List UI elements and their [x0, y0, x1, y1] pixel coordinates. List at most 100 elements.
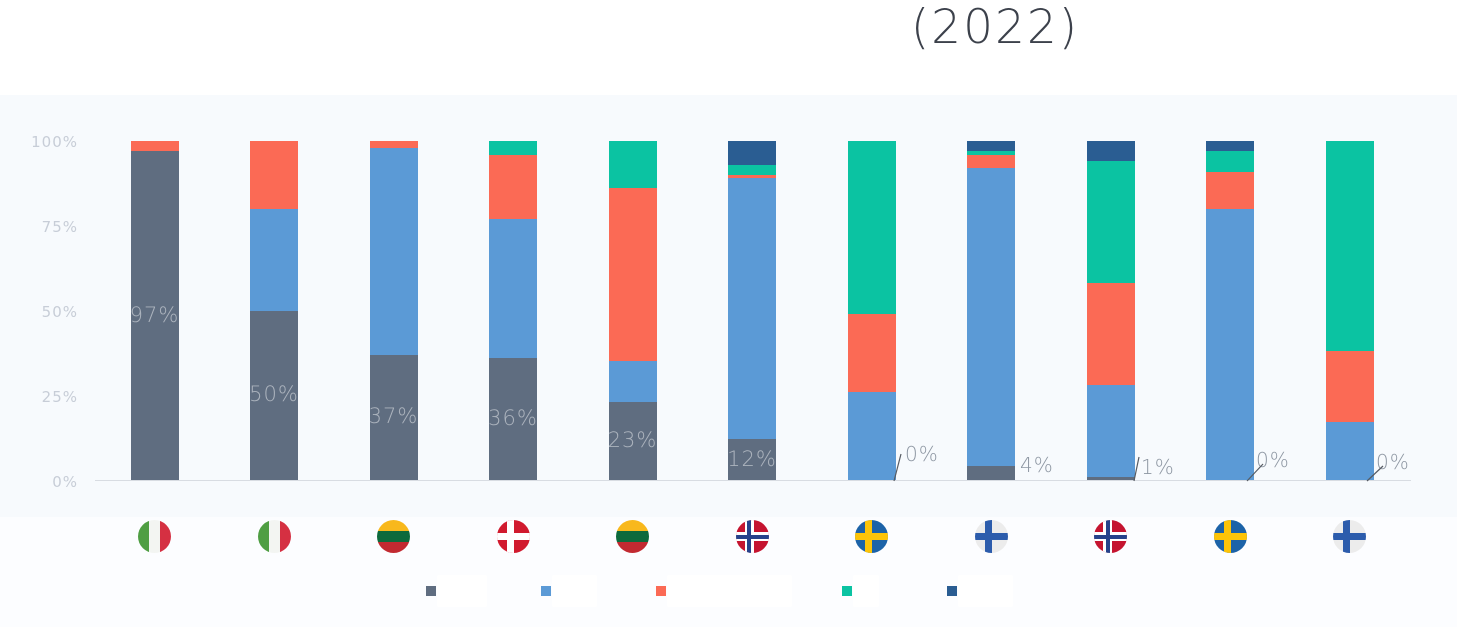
- flag-sweden-icon: [855, 520, 888, 553]
- flag-norway-icon: [1094, 520, 1127, 553]
- legend-swatch-blue: [541, 586, 551, 596]
- flag-finland-icon: [1333, 520, 1366, 553]
- bar-6-norway: 12%: [727, 141, 776, 480]
- segment-green-bar-6[interactable]: [728, 164, 776, 175]
- segment-red-bar-8[interactable]: [967, 154, 1015, 169]
- title-strip: [0, 0, 1457, 95]
- segment-green-bar-8[interactable]: [967, 151, 1015, 155]
- legend-item-navy[interactable]: [947, 575, 1013, 607]
- segment-red-bar-5[interactable]: [608, 188, 657, 362]
- bar-value-label: 0%: [1256, 448, 1290, 472]
- bar-value-label: 36%: [488, 405, 538, 430]
- legend-label: [437, 575, 487, 607]
- segment-blue-bar-3[interactable]: [369, 147, 418, 355]
- flag-italy-icon: [138, 520, 171, 553]
- legend-item-blue[interactable]: [541, 575, 597, 607]
- bar-10-sweden: [1206, 141, 1254, 480]
- bar-value-label: 4%: [1020, 453, 1054, 477]
- segment-green-bar-5[interactable]: [608, 141, 657, 189]
- segment-green-bar-4[interactable]: [489, 141, 537, 155]
- segment-navy-bar-6[interactable]: [728, 141, 776, 165]
- legend-item-green[interactable]: [842, 575, 879, 607]
- segment-gray-bar-8[interactable]: [967, 466, 1015, 480]
- flag-cross: [1333, 533, 1366, 540]
- segment-green-bar-10[interactable]: [1206, 151, 1254, 172]
- x-axis-line: [95, 480, 1411, 481]
- segment-green-bar-7[interactable]: [847, 141, 896, 314]
- segment-blue-bar-11[interactable]: [1325, 422, 1374, 480]
- segment-blue-bar-6[interactable]: [728, 178, 776, 440]
- y-tick-25: 25%: [41, 388, 78, 406]
- segment-red-bar-9[interactable]: [1086, 283, 1135, 386]
- legend-swatch-green: [842, 586, 852, 596]
- y-tick-75: 75%: [41, 218, 78, 236]
- segment-blue-bar-9[interactable]: [1086, 385, 1135, 477]
- legend-swatch-navy: [947, 586, 957, 596]
- segment-blue-bar-7[interactable]: [847, 391, 896, 480]
- y-tick-0: 0%: [52, 473, 78, 491]
- bar-value-label: 1%: [1141, 455, 1175, 479]
- bar-3-lithuania: 37%: [369, 141, 418, 480]
- segment-gray-bar-5[interactable]: [608, 402, 657, 480]
- bar-value-label: 50%: [249, 382, 299, 407]
- flag-lithuania-icon: [377, 520, 410, 553]
- segment-red-bar-7[interactable]: [847, 313, 896, 392]
- segment-red-bar-10[interactable]: [1206, 171, 1254, 209]
- legend-label: [667, 575, 792, 607]
- segment-navy-bar-9[interactable]: [1086, 141, 1135, 162]
- flag-lithuania-icon: [616, 520, 649, 553]
- segment-red-bar-6[interactable]: [728, 174, 776, 179]
- bar-1-italy: 97%: [130, 141, 179, 480]
- segment-navy-bar-10[interactable]: [1206, 141, 1254, 152]
- flag-norway-icon: [735, 520, 769, 553]
- flag-cross: [496, 533, 530, 540]
- segment-gray-bar-9[interactable]: [1086, 476, 1135, 480]
- bar-value-label: 97%: [129, 302, 180, 327]
- segment-green-bar-9[interactable]: [1086, 161, 1135, 284]
- segment-navy-bar-8[interactable]: [967, 141, 1015, 152]
- legend-label: [552, 575, 597, 607]
- bar-8-finland: [967, 141, 1015, 480]
- segment-gray-bar-1[interactable]: [130, 151, 179, 480]
- chart-title: (2022): [910, 0, 1080, 55]
- segment-blue-bar-5[interactable]: [608, 361, 657, 403]
- legend-item-red[interactable]: [656, 575, 792, 607]
- legend-swatch-gray: [426, 586, 436, 596]
- segment-red-bar-4[interactable]: [489, 154, 537, 219]
- segment-gray-bar-6[interactable]: [728, 439, 776, 480]
- flag-inner-cross: [735, 534, 769, 539]
- segment-blue-bar-10[interactable]: [1206, 208, 1254, 480]
- legend-label: [958, 575, 1013, 607]
- bar-value-label: 0%: [1376, 450, 1410, 474]
- segment-blue-bar-4[interactable]: [489, 218, 537, 358]
- flag-inner-cross: [1094, 534, 1127, 539]
- bar-4-denmark: 36%: [488, 141, 537, 480]
- bar-value-label: 37%: [368, 404, 419, 429]
- bar-2-italy: 50%: [249, 141, 298, 480]
- segment-blue-bar-8[interactable]: [967, 168, 1015, 467]
- segment-green-bar-11[interactable]: [1325, 141, 1374, 352]
- segment-blue-bar-2[interactable]: [250, 208, 298, 311]
- bar-value-label: 23%: [607, 428, 658, 452]
- segment-red-bar-2[interactable]: [250, 141, 298, 209]
- segment-gray-bar-2[interactable]: [250, 310, 298, 480]
- flag-cross: [1213, 533, 1247, 540]
- segment-red-bar-3[interactable]: [369, 141, 418, 148]
- legend-label: [853, 575, 879, 607]
- flag-cross: [974, 533, 1008, 540]
- segment-gray-bar-4[interactable]: [489, 357, 537, 480]
- segment-red-bar-11[interactable]: [1325, 351, 1374, 423]
- bar-value-label: 12%: [727, 446, 777, 471]
- flag-denmark-icon: [496, 520, 530, 553]
- bar-5-lithuania: 23%: [608, 141, 657, 480]
- legend-item-gray[interactable]: [426, 575, 487, 607]
- flag-sweden-icon: [1213, 520, 1247, 553]
- flag-finland-icon: [974, 520, 1008, 553]
- y-tick-50: 50%: [41, 303, 78, 321]
- legend-swatch-red: [656, 586, 666, 596]
- segment-gray-bar-3[interactable]: [369, 354, 418, 480]
- segment-red-bar-1[interactable]: [130, 141, 179, 152]
